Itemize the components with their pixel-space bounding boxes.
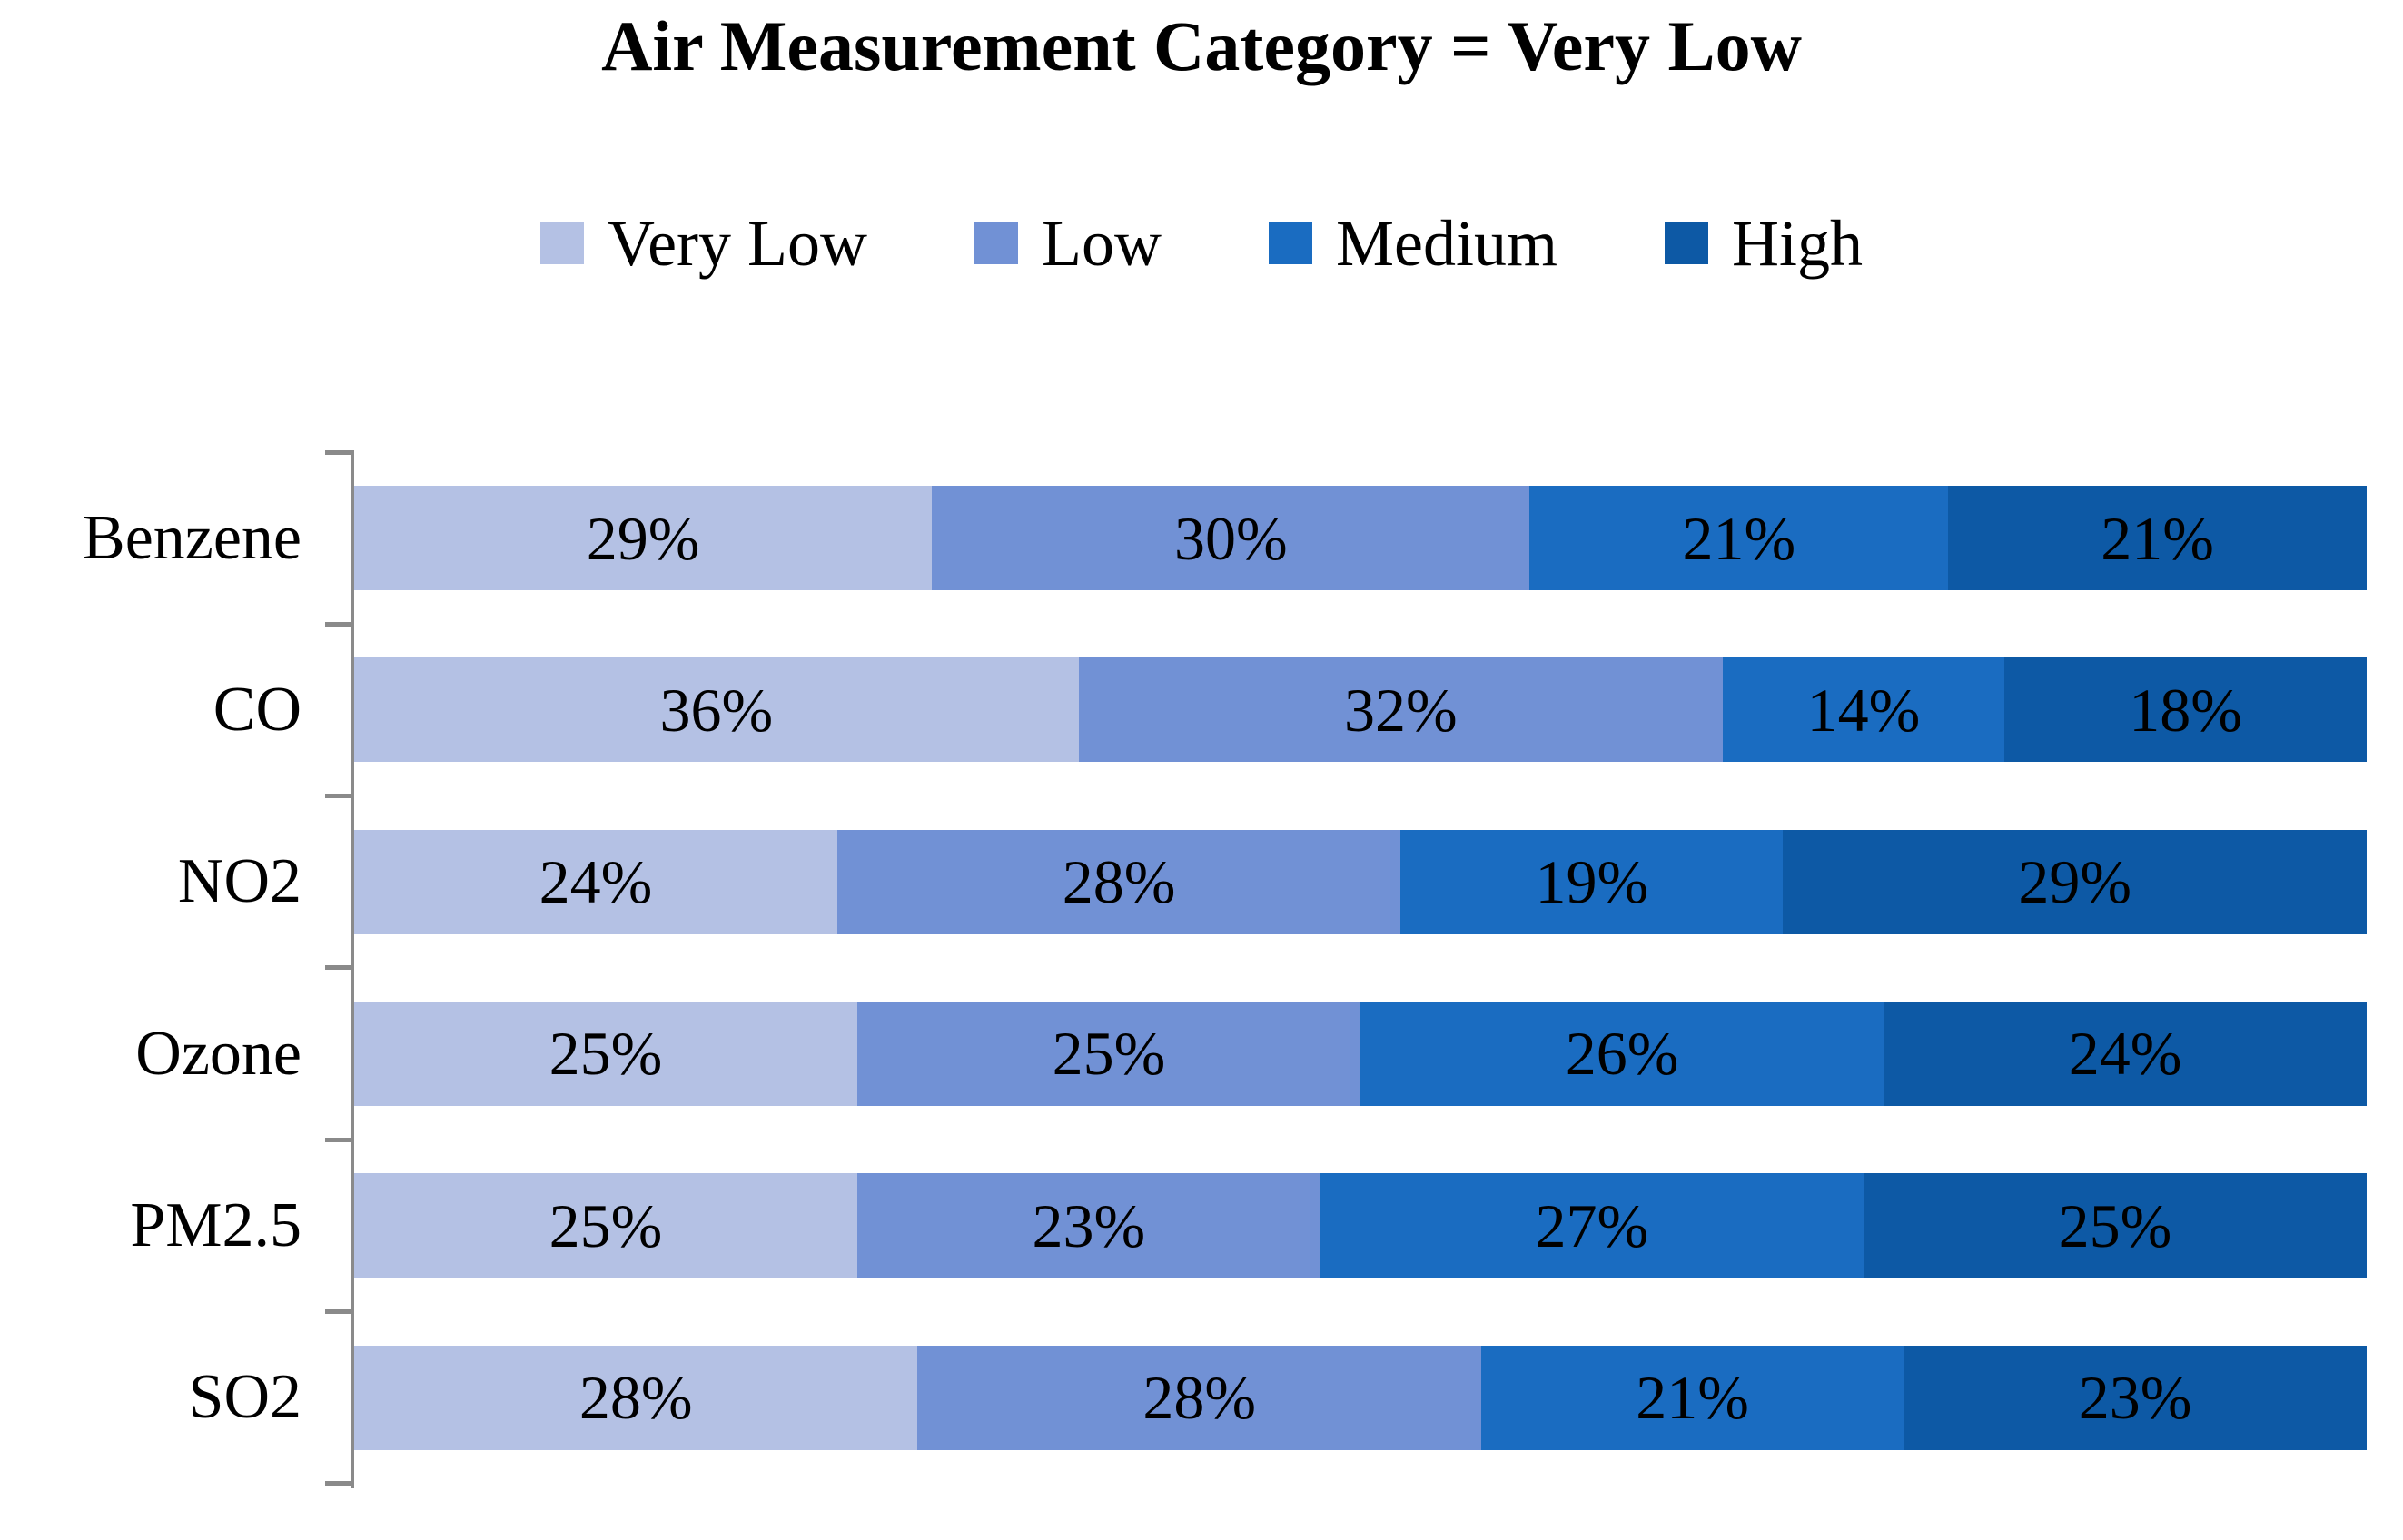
bar-segment-very-low: 25% (354, 1173, 857, 1278)
bar-segment-very-low: 25% (354, 1001, 857, 1106)
bar-segment-value: 29% (2018, 847, 2131, 917)
bar-segment-value: 23% (2078, 1363, 2192, 1433)
y-axis-tick (325, 449, 354, 455)
bar-segment-value: 24% (2068, 1019, 2182, 1089)
bar-segment-low: 23% (857, 1173, 1320, 1278)
bar-row-so2: 28% 28% 21% 23% (354, 1345, 2367, 1450)
bar-segment-high: 21% (1948, 486, 2367, 590)
bar-segment-low: 28% (917, 1345, 1481, 1450)
bar-row-ozone: 25% 25% 26% 24% (354, 1001, 2367, 1106)
bar-segment-high: 24% (1884, 1001, 2367, 1106)
y-axis-tick (325, 1309, 354, 1315)
bar-segment-value: 36% (659, 675, 774, 745)
legend-item-high: High (1664, 207, 1863, 280)
bar-row-benzene: 29% 30% 21% 21% (354, 486, 2367, 590)
bar-segment-value: 29% (586, 503, 700, 573)
bar-segment-high: 18% (2004, 657, 2367, 763)
bar-segment-high: 29% (1783, 829, 2367, 934)
bar-segment-value: 26% (1565, 1019, 1679, 1089)
bar-segment-very-low: 36% (354, 657, 1079, 763)
bar-segment-very-low: 29% (354, 486, 933, 590)
y-axis-tick (325, 965, 354, 971)
y-axis-tick (325, 794, 354, 799)
category-label-no2: NO2 (177, 846, 302, 917)
bar-segment-medium: 14% (1722, 657, 2005, 763)
legend-swatch-icon (1268, 222, 1312, 264)
bar-segment-very-low: 24% (354, 829, 837, 934)
bar-segment-low: 25% (857, 1001, 1360, 1106)
bar-segment-value: 19% (1535, 847, 1649, 917)
bar-segment-low: 32% (1078, 657, 1723, 763)
category-label-pm2-5: PM2.5 (130, 1190, 302, 1260)
category-label-benzene: Benzene (83, 502, 302, 573)
legend-item-medium: Medium (1268, 207, 1558, 280)
legend-label: Medium (1335, 207, 1558, 280)
bar-segment-low: 28% (836, 829, 1401, 934)
bar-row-pm2-5: 25% 23% 27% 25% (354, 1173, 2367, 1278)
legend-label: Very Low (608, 207, 867, 280)
bar-row-no2: 24% 28% 19% 29% (354, 829, 2367, 934)
bar-segment-value: 28% (1062, 847, 1176, 917)
bar-segment-value: 30% (1174, 503, 1288, 573)
bar-segment-medium: 21% (1480, 1345, 1904, 1450)
category-label-so2: SO2 (188, 1362, 302, 1433)
legend-label: High (1731, 207, 1863, 280)
bar-segment-value: 21% (1682, 503, 1796, 573)
bar-segment-value: 32% (1343, 675, 1458, 745)
bar-segment-medium: 27% (1320, 1173, 1864, 1278)
legend-swatch-icon (1664, 222, 1708, 264)
bar-segment-value: 25% (1052, 1019, 1166, 1089)
y-axis-tick (325, 621, 354, 627)
bar-segment-value: 25% (549, 1019, 663, 1089)
bar-segment-value: 18% (2129, 675, 2242, 745)
bar-segment-value: 23% (1032, 1190, 1146, 1260)
bar-segment-value: 27% (1535, 1190, 1649, 1260)
bar-segment-value: 24% (539, 847, 653, 917)
legend-swatch-icon (974, 222, 1018, 264)
bar-segment-value: 25% (549, 1190, 663, 1260)
bar-segment-value: 21% (2101, 503, 2214, 573)
y-axis-tick (325, 1137, 354, 1142)
category-label-ozone: Ozone (135, 1018, 302, 1089)
legend-item-low: Low (974, 211, 1162, 276)
bar-segment-medium: 21% (1529, 486, 1949, 590)
bar-segment-high: 23% (1904, 1345, 2367, 1450)
bar-segment-value: 28% (1142, 1363, 1257, 1433)
bar-segment-value: 25% (2058, 1190, 2172, 1260)
bar-segment-value: 28% (578, 1363, 693, 1433)
bar-row-co: 36% 32% 14% 18% (354, 657, 2367, 763)
bar-segment-low: 30% (932, 486, 1530, 590)
legend-label: Low (1041, 207, 1162, 280)
chart-title: Air Measurement Category = Very Low (601, 6, 1802, 85)
bar-segment-very-low: 28% (354, 1345, 918, 1450)
bar-segment-value: 14% (1806, 675, 1921, 745)
y-axis-tick (325, 1481, 354, 1486)
bar-segment-medium: 19% (1400, 829, 1784, 934)
legend: Very Low Low Medium High (0, 211, 2403, 276)
bar-segment-value: 21% (1636, 1363, 1749, 1433)
bar-segment-high: 25% (1863, 1173, 2367, 1278)
legend-swatch-icon (540, 222, 585, 264)
bar-segment-medium: 26% (1360, 1001, 1884, 1106)
category-label-co: CO (213, 674, 302, 745)
legend-item-very-low: Very Low (540, 211, 867, 276)
